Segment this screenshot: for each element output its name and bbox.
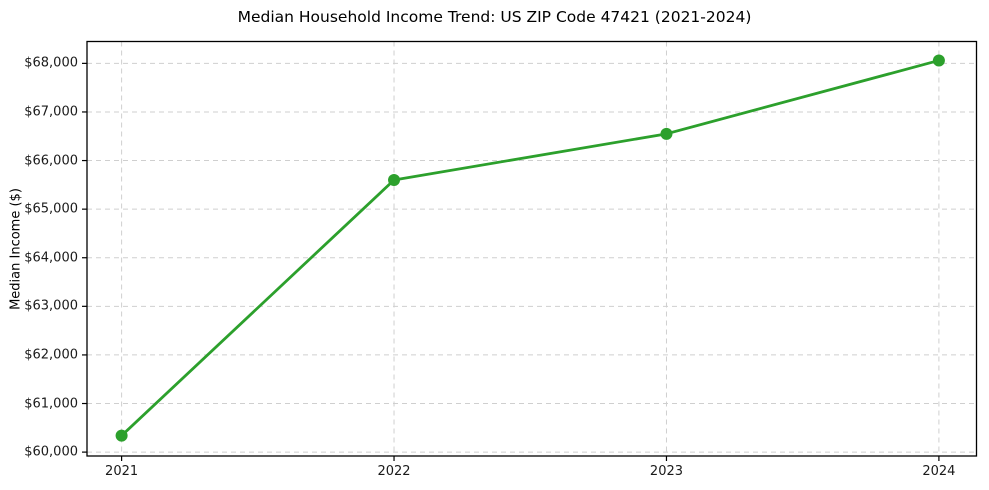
data-point (388, 173, 401, 186)
y-tick-label: $66,000 (24, 153, 78, 169)
y-tick-label: $62,000 (24, 347, 78, 363)
y-tick-label: $67,000 (24, 104, 78, 120)
y-tick-label: $61,000 (24, 396, 78, 412)
y-tick-label: $60,000 (24, 444, 78, 460)
y-tick-label: $64,000 (24, 250, 78, 266)
x-tick-label: 2022 (377, 464, 411, 479)
chart-title: Median Household Income Trend: US ZIP Co… (237, 8, 752, 26)
y-tick-label: $65,000 (24, 201, 78, 217)
data-point (932, 54, 945, 67)
y-tick-label: $68,000 (24, 55, 78, 71)
plot-border (86, 40, 978, 457)
y-tick-label: $63,000 (24, 298, 78, 314)
data-point (660, 127, 673, 140)
x-tick-label: 2021 (105, 464, 139, 479)
data-line (120, 59, 941, 437)
data-point (115, 429, 128, 442)
x-tick-label: 2024 (922, 464, 956, 479)
x-tick-label: 2023 (649, 464, 684, 479)
